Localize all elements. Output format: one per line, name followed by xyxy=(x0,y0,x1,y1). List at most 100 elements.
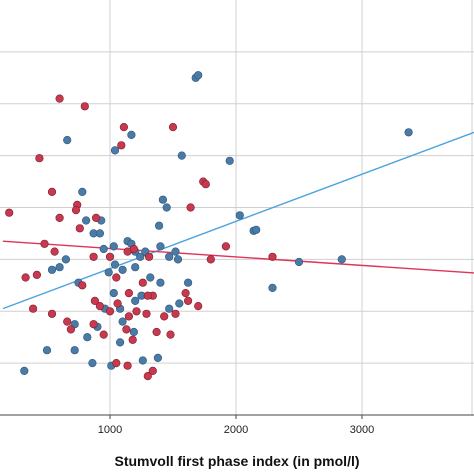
red-data-point xyxy=(148,366,157,376)
red-data-point xyxy=(122,325,131,334)
red-data-point xyxy=(142,309,151,318)
blue-data-point xyxy=(156,242,165,251)
blue-data-point xyxy=(95,229,104,238)
red-data-point xyxy=(181,289,190,298)
red-data-point xyxy=(117,141,126,150)
blue-data-point xyxy=(268,283,277,293)
blue-data-point xyxy=(129,327,138,337)
blue-data-point xyxy=(110,260,120,269)
blue-data-point xyxy=(20,366,29,376)
red-data-point xyxy=(71,206,81,215)
red-data-point xyxy=(132,307,141,316)
red-data-point xyxy=(80,102,89,111)
red-data-point xyxy=(186,203,195,212)
red-data-point xyxy=(171,309,180,318)
blue-data-point xyxy=(177,151,186,160)
blue-data-point xyxy=(109,289,118,298)
blue-data-point xyxy=(55,263,64,272)
red-data-point xyxy=(89,320,98,329)
red-data-point xyxy=(90,296,99,306)
red-data-point xyxy=(47,309,57,318)
red-data-point xyxy=(89,252,98,261)
blue-data-point xyxy=(153,353,162,363)
red-fit-line xyxy=(2,240,474,274)
red-data-point xyxy=(40,239,49,248)
grid-lines xyxy=(0,0,474,415)
red-data-point xyxy=(119,122,128,132)
red-data-point xyxy=(5,208,14,217)
red-data-point xyxy=(105,252,115,261)
red-data-point xyxy=(112,273,121,282)
blue-data-point xyxy=(165,304,174,313)
blue-data-point xyxy=(165,252,174,261)
blue-data-point xyxy=(162,203,171,212)
x-axis-label: Stumvoll first phase index (in pmol/l) xyxy=(114,453,359,469)
red-data-point xyxy=(63,317,72,326)
red-data-point xyxy=(124,289,133,298)
red-data-point xyxy=(105,307,115,316)
blue-data-point xyxy=(146,273,155,282)
blue-data-point xyxy=(118,317,127,326)
blue-data-point xyxy=(131,263,140,272)
red-data-point xyxy=(32,270,42,280)
red-data-point xyxy=(166,330,175,339)
blue-data-point xyxy=(235,211,244,220)
red-data-point xyxy=(201,180,210,189)
red-data-point xyxy=(152,327,161,337)
blue-fit-line xyxy=(2,131,474,310)
blue-data-point xyxy=(175,299,184,308)
red-data-point xyxy=(143,372,152,381)
blue-data-point xyxy=(88,359,97,368)
blue-data-point xyxy=(61,255,71,264)
red-data-point xyxy=(129,244,138,254)
x-tick-label: 3000 xyxy=(350,424,374,436)
blue-data-point xyxy=(404,128,413,137)
x-tick-label: 1000 xyxy=(98,424,122,436)
red-data-point xyxy=(124,312,133,321)
blue-data-point xyxy=(155,221,164,230)
blue-data-point xyxy=(104,268,113,277)
red-data-point xyxy=(55,213,64,222)
red-data-point xyxy=(75,224,84,233)
blue-data-point xyxy=(99,244,108,254)
blue-data-point xyxy=(194,71,203,80)
red-data-point xyxy=(128,335,137,344)
blue-data-point xyxy=(63,136,72,145)
red-data-point xyxy=(50,247,59,256)
red-data-point xyxy=(184,296,193,306)
red-data-point xyxy=(112,359,121,368)
blue-data-point xyxy=(42,346,52,355)
blue-data-point xyxy=(252,225,261,234)
blue-data-point xyxy=(136,252,145,261)
blue-data-point xyxy=(337,255,346,264)
blue-data-point xyxy=(70,346,79,355)
red-data-point xyxy=(221,242,230,251)
blue-data-point xyxy=(127,130,136,139)
blue-data-point xyxy=(47,265,57,274)
red-data-point xyxy=(35,154,44,163)
red-data-point xyxy=(78,281,87,290)
blue-data-point xyxy=(171,247,180,256)
red-data-point xyxy=(138,278,147,287)
blue-data-point xyxy=(294,257,304,267)
x-tick-label: 2000 xyxy=(224,424,248,436)
tick-labels: 1000 2000 3000 xyxy=(98,424,374,436)
blue-data-point xyxy=(173,255,183,264)
blue-data-point xyxy=(131,296,140,306)
red-data-point xyxy=(168,122,178,132)
red-data-point xyxy=(99,330,108,339)
blue-data-point xyxy=(81,216,91,225)
red-data-point xyxy=(91,213,101,222)
red-data-point xyxy=(268,252,277,261)
data-points xyxy=(5,71,413,381)
red-data-point xyxy=(145,252,154,261)
blue-data-point xyxy=(83,333,92,342)
blue-data-point xyxy=(158,195,167,204)
red-data-point xyxy=(194,302,203,311)
red-data-point xyxy=(21,273,30,282)
red-data-point xyxy=(66,325,75,334)
chart-axes xyxy=(0,414,474,419)
red-data-point xyxy=(28,304,38,313)
red-data-point xyxy=(206,255,215,264)
